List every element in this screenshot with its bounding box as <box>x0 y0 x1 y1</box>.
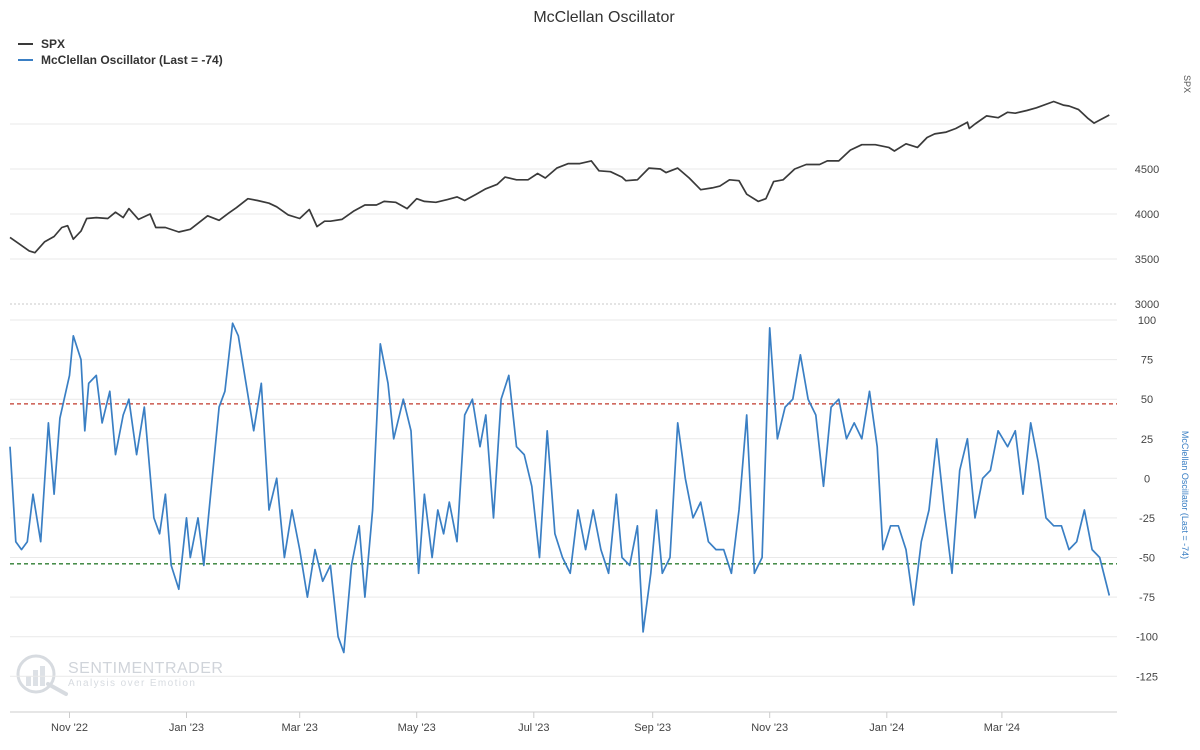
x-axis: Nov '22 Jan '23 Mar '23 May '23 Jul '23 Sep '… <box>10 711 1117 734</box>
y-tick-label-spx: 3500 <box>1135 254 1159 266</box>
grid <box>10 123 1117 677</box>
legend-entry: SPX <box>41 37 65 51</box>
watermark: SENTIMENTRADER Analysis over Emotion <box>16 654 223 696</box>
y-tick-label-mcclellan: 25 <box>1141 434 1153 446</box>
y-tick-label-mcclellan: 0 <box>1144 473 1150 485</box>
y-tick-label-spx: 4000 <box>1135 209 1159 221</box>
y-tick-label-mcclellan: 75 <box>1141 355 1153 367</box>
y-tick-label-spx: 4500 <box>1135 164 1159 176</box>
x-tick-label: Sep '23 <box>634 722 671 734</box>
x-tick-label: Jan '23 <box>169 722 204 734</box>
axis-titles: SPX McClellan Oscillator (Last = -74) <box>1180 75 1192 559</box>
watermark-tagline: Analysis over Emotion <box>68 678 196 689</box>
y-tick-label-mcclellan: -75 <box>1139 592 1155 604</box>
sentimentrader-logo-icon <box>16 654 68 696</box>
reference-lines <box>10 403 1117 565</box>
y-tick-label-spx: 3000 <box>1135 299 1159 311</box>
legend: SPX McClellan Oscillator (Last = -74) <box>18 37 223 67</box>
x-tick-label: Mar '23 <box>282 722 318 734</box>
y-tick-label-mcclellan: -50 <box>1139 553 1155 565</box>
series-line-mcclellan <box>9 322 1111 654</box>
legend-entry: McClellan Oscillator (Last = -74) <box>41 53 223 67</box>
oscillator-y-axis: -125 -100 -75 -50 -25 0 25 50 75 100 <box>1136 315 1158 683</box>
y-tick-label-mcclellan: -125 <box>1136 671 1158 683</box>
x-tick-label: Mar '24 <box>984 722 1020 734</box>
series-line-spx <box>9 100 1110 254</box>
x-tick-label: May '23 <box>398 722 436 734</box>
chart-title: McClellan Oscillator <box>533 9 675 26</box>
x-tick-label: Nov '22 <box>51 722 88 734</box>
y-tick-label-mcclellan: 100 <box>1138 315 1156 327</box>
spx-y-axis: 3000 3500 4000 4500 <box>1135 164 1159 311</box>
series-layer <box>9 100 1111 654</box>
y-tick-label-mcclellan: -25 <box>1139 513 1155 525</box>
y-axis-title-mcclellan: McClellan Oscillator (Last = -74) <box>1180 431 1190 559</box>
watermark-brand: SENTIMENTRADER <box>68 660 223 677</box>
y-tick-label-mcclellan: 50 <box>1141 394 1153 406</box>
y-tick-label-mcclellan: -100 <box>1136 632 1158 644</box>
y-axis-title-spx: SPX <box>1182 75 1192 93</box>
x-tick-label: Jan '24 <box>869 722 904 734</box>
x-tick-label: Jul '23 <box>518 722 549 734</box>
x-tick-label: Nov '23 <box>751 722 788 734</box>
